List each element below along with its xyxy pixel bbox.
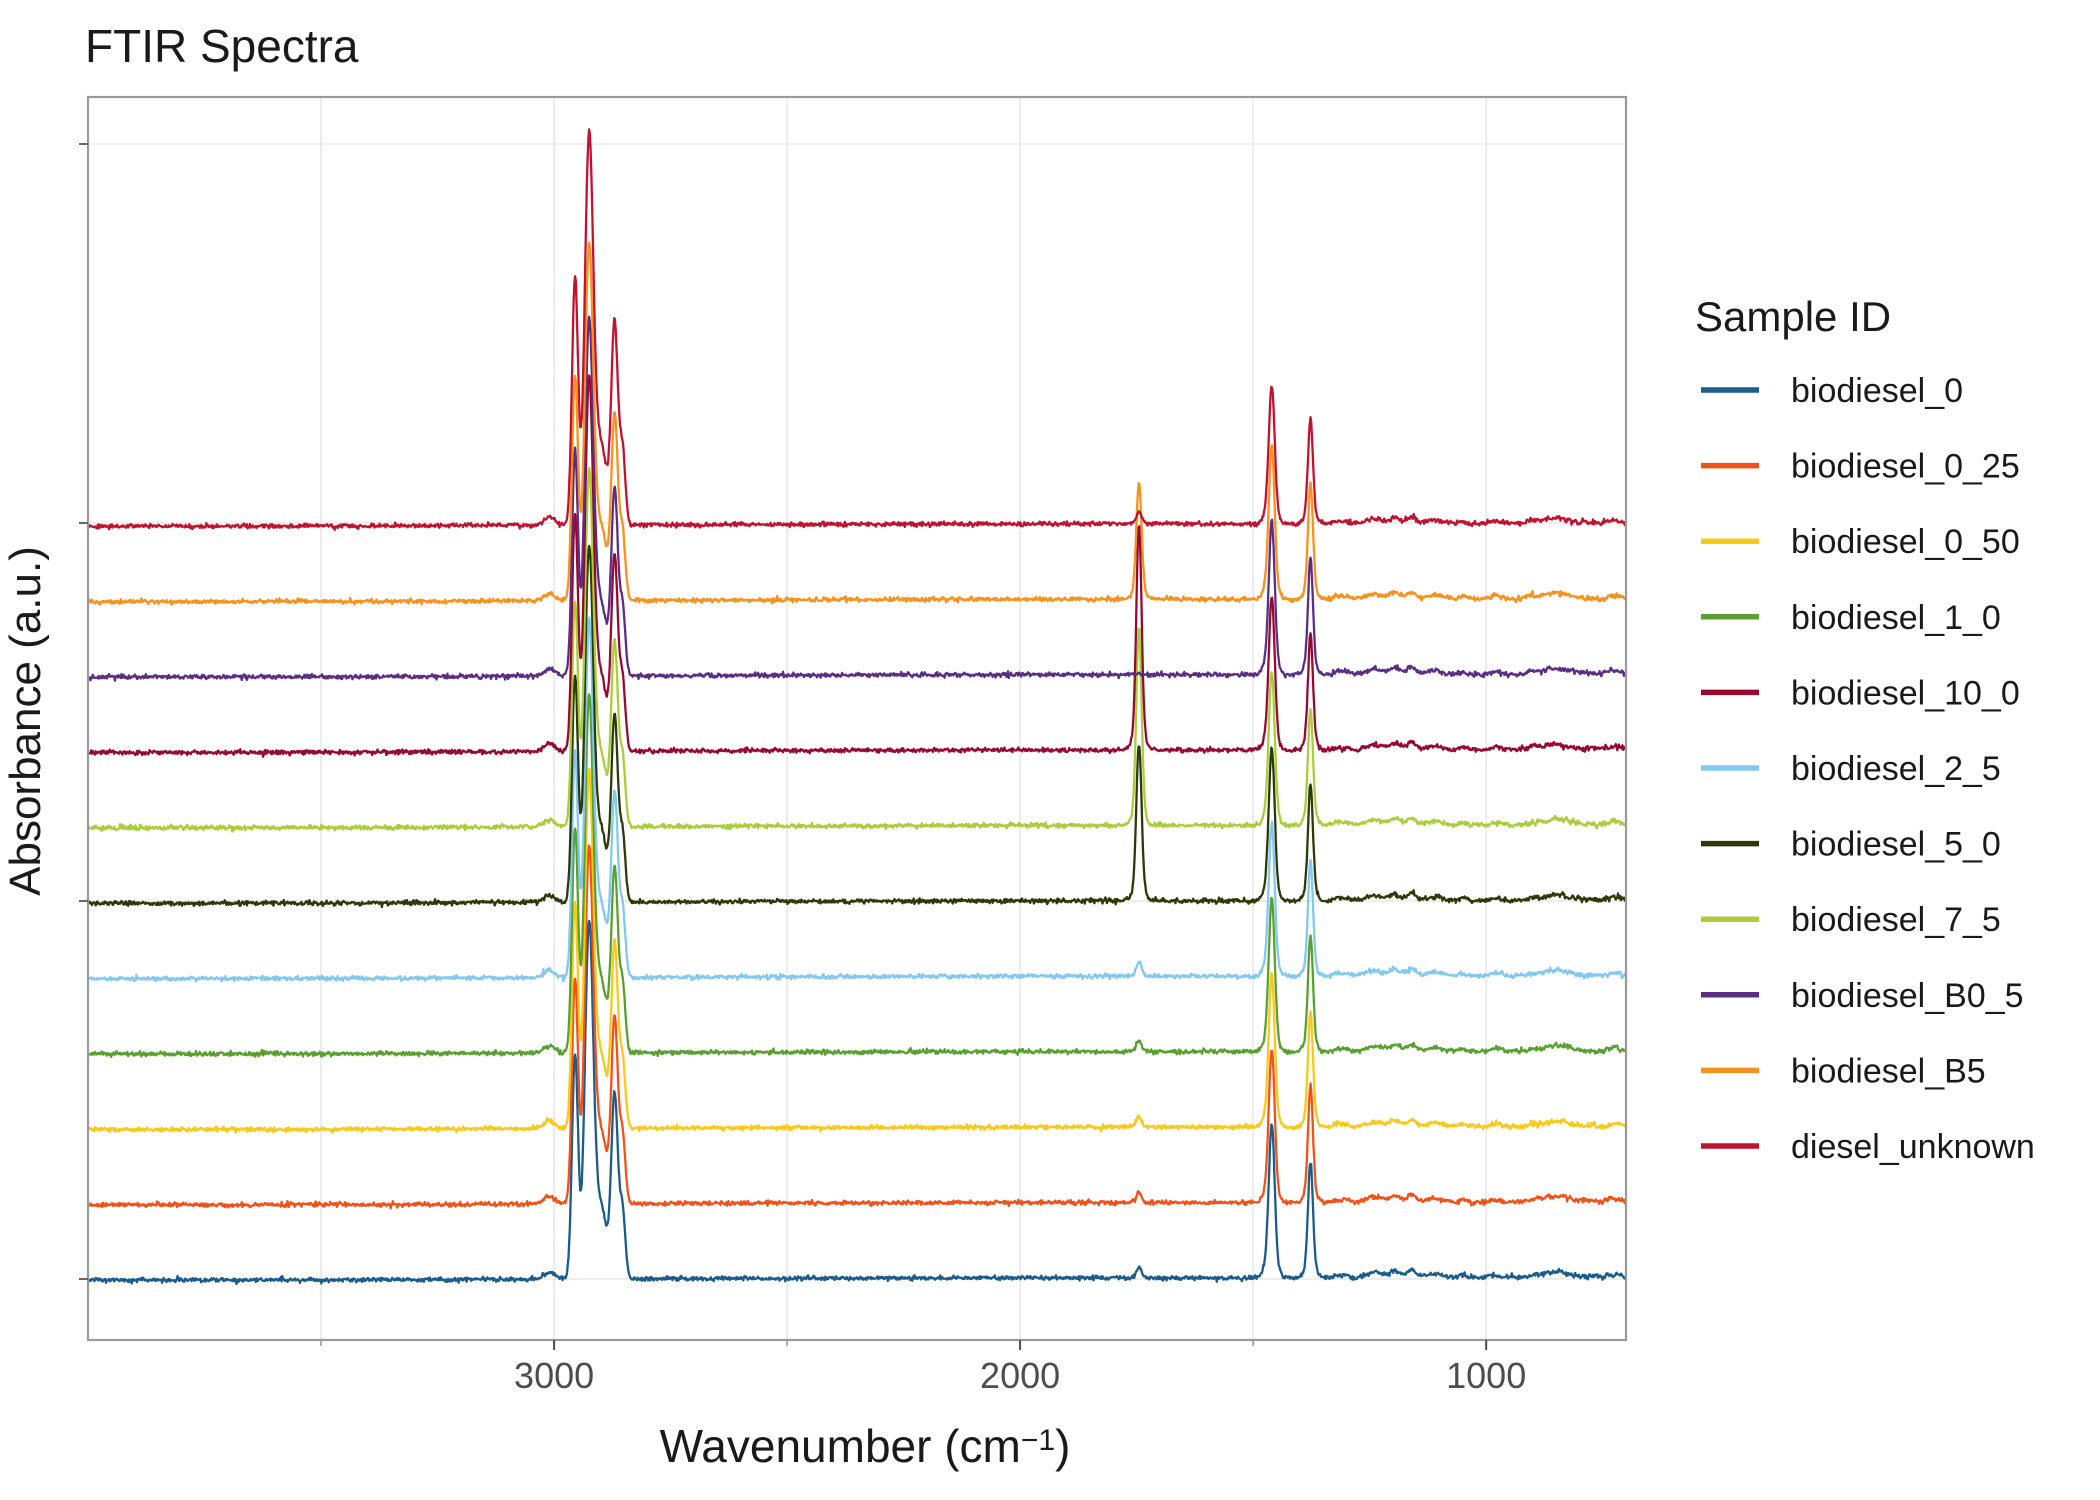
svg-text:FTIR Spectra: FTIR Spectra	[85, 20, 359, 72]
svg-text:biodiesel_5_0: biodiesel_5_0	[1791, 826, 2001, 864]
svg-text:biodiesel_7_5: biodiesel_7_5	[1791, 901, 2001, 939]
svg-text:2000: 2000	[980, 1355, 1060, 1396]
svg-text:biodiesel_1_0: biodiesel_1_0	[1791, 599, 2001, 637]
svg-text:Sample ID: Sample ID	[1695, 293, 1891, 340]
svg-text:Wavenumber (cm−1): Wavenumber (cm−1)	[660, 1420, 1071, 1472]
svg-text:Absorbance (a.u.): Absorbance (a.u.)	[1, 546, 50, 896]
svg-text:1000: 1000	[1446, 1355, 1526, 1396]
svg-text:diesel_unknown: diesel_unknown	[1791, 1128, 2035, 1166]
svg-text:3000: 3000	[514, 1355, 594, 1396]
svg-text:biodiesel_B0_5: biodiesel_B0_5	[1791, 977, 2024, 1015]
svg-text:biodiesel_2_5: biodiesel_2_5	[1791, 750, 2001, 788]
svg-text:biodiesel_10_0: biodiesel_10_0	[1791, 674, 2020, 712]
svg-text:biodiesel_0_25: biodiesel_0_25	[1791, 448, 2020, 486]
svg-text:biodiesel_0: biodiesel_0	[1791, 372, 1963, 410]
svg-text:biodiesel_0_50: biodiesel_0_50	[1791, 523, 2020, 561]
svg-text:biodiesel_B5: biodiesel_B5	[1791, 1052, 1986, 1090]
